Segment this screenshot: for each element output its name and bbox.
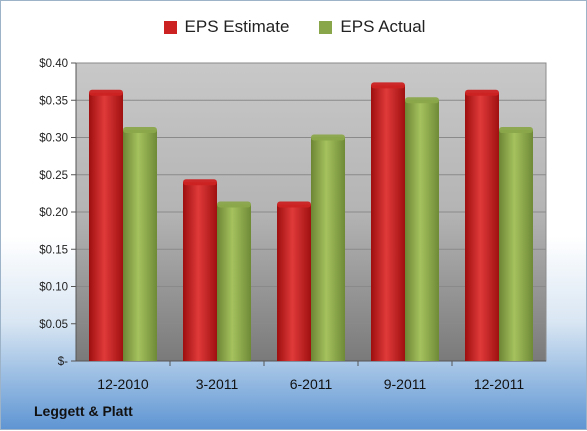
bar-actual — [311, 137, 345, 361]
legend-label-actual: EPS Actual — [340, 17, 426, 36]
x-tick-label: 9-2011 — [384, 376, 427, 392]
legend-label-estimate: EPS Estimate — [184, 17, 290, 36]
bar-estimate — [277, 204, 311, 361]
x-tick-label: 12-2011 — [474, 376, 525, 392]
y-tick-label: $0.20 — [39, 207, 68, 219]
bar-estimate — [89, 92, 123, 362]
legend-swatch-estimate — [163, 20, 177, 34]
bar-cap-estimate — [371, 82, 405, 89]
y-tick-label: $0.05 — [39, 319, 68, 331]
bar-actual — [499, 130, 533, 361]
bar-actual — [405, 100, 439, 361]
bar-estimate — [465, 92, 499, 362]
bar-actual — [123, 130, 157, 361]
legend-item-estimate: EPS Estimate — [163, 17, 290, 37]
bar-cap-actual — [405, 97, 439, 104]
bar-cap-actual — [123, 127, 157, 134]
bar-cap-estimate — [183, 179, 217, 186]
legend-item-actual: EPS Actual — [319, 17, 425, 37]
x-tick-label: 6-2011 — [290, 376, 333, 392]
bar-cap-actual — [311, 134, 345, 141]
y-tick-label: $0.15 — [39, 244, 68, 256]
bar-estimate — [183, 182, 217, 361]
x-tick-label: 12-2010 — [97, 376, 149, 392]
legend: EPS Estimate EPS Actual — [1, 17, 587, 37]
plot-area: $- $0.05 $0.10 $0.15 $0.20 $0.25 $0.30 $0.35 $0.… — [39, 58, 547, 392]
y-tick-label: $0.25 — [39, 170, 68, 182]
bar-cap-estimate — [465, 89, 499, 96]
bar-cap-estimate — [89, 89, 123, 96]
y-tick-label: $0.10 — [39, 282, 68, 294]
y-tick-label: $0.35 — [39, 95, 68, 107]
legend-swatch-actual — [319, 20, 333, 34]
x-tick-label: 3-2011 — [196, 376, 239, 392]
bar-cap-actual — [217, 201, 251, 208]
y-tick-label: $0.40 — [39, 58, 68, 70]
y-tick-label: $0.30 — [39, 133, 68, 145]
company-label: Leggett & Platt — [34, 403, 133, 419]
bar-estimate — [371, 85, 405, 361]
bar-cap-estimate — [277, 201, 311, 208]
bar-cap-actual — [499, 127, 533, 134]
bar-actual — [217, 204, 251, 361]
y-tick-label: $- — [58, 356, 68, 368]
